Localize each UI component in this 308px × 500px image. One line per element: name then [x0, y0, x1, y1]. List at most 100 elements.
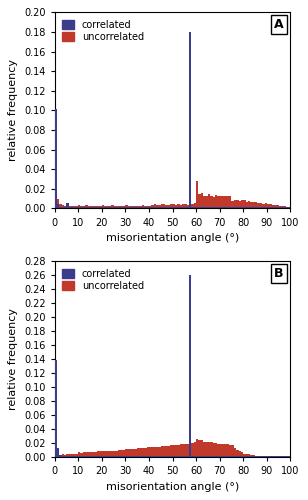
Bar: [130, 448, 132, 457]
Bar: [189, 438, 191, 457]
Bar: [170, 456, 172, 457]
Bar: [187, 456, 189, 457]
Bar: [208, 456, 210, 457]
Bar: [272, 456, 274, 457]
Bar: [248, 200, 250, 208]
Bar: [170, 445, 172, 457]
Bar: [64, 456, 66, 457]
Bar: [281, 206, 283, 208]
X-axis label: misorientation angle (°): misorientation angle (°): [106, 233, 239, 243]
Bar: [222, 456, 225, 457]
Bar: [111, 451, 114, 457]
Bar: [168, 456, 170, 457]
Bar: [168, 204, 170, 208]
Bar: [243, 454, 246, 457]
Bar: [125, 204, 128, 208]
Bar: [262, 456, 265, 457]
Bar: [281, 456, 283, 457]
Bar: [286, 206, 288, 208]
Bar: [276, 456, 279, 457]
Bar: [213, 443, 215, 457]
Bar: [158, 456, 161, 457]
Bar: [142, 448, 144, 457]
Bar: [66, 456, 69, 457]
Bar: [147, 448, 149, 457]
Legend: correlated, uncorrelated: correlated, uncorrelated: [59, 17, 147, 45]
Bar: [123, 450, 125, 457]
Bar: [102, 204, 104, 208]
Bar: [128, 206, 130, 208]
Bar: [64, 206, 66, 208]
Bar: [158, 446, 161, 457]
Bar: [59, 204, 62, 208]
Bar: [97, 206, 99, 208]
Bar: [260, 456, 262, 457]
Bar: [121, 450, 123, 457]
Bar: [111, 456, 114, 457]
Bar: [246, 202, 248, 208]
Bar: [140, 456, 142, 457]
Bar: [241, 456, 243, 457]
Bar: [163, 456, 165, 457]
Bar: [220, 444, 222, 457]
Bar: [114, 451, 116, 457]
Bar: [187, 444, 189, 457]
Bar: [114, 456, 116, 457]
Bar: [208, 442, 210, 457]
Bar: [210, 456, 213, 457]
Bar: [144, 448, 147, 457]
Bar: [71, 456, 73, 457]
Bar: [191, 456, 194, 457]
Bar: [180, 204, 182, 208]
Bar: [279, 456, 281, 457]
Bar: [208, 194, 210, 208]
Bar: [189, 275, 191, 457]
Bar: [104, 456, 107, 457]
Bar: [92, 456, 95, 457]
Bar: [177, 204, 180, 208]
Bar: [177, 456, 180, 457]
Bar: [78, 452, 80, 457]
Bar: [80, 206, 83, 208]
Bar: [267, 456, 269, 457]
Bar: [137, 206, 140, 208]
Bar: [210, 442, 213, 457]
Bar: [97, 456, 99, 457]
Bar: [234, 200, 236, 208]
Bar: [85, 452, 87, 457]
Bar: [99, 456, 102, 457]
Bar: [239, 452, 241, 457]
Text: A: A: [274, 18, 283, 31]
Bar: [85, 456, 87, 457]
Bar: [158, 204, 161, 208]
Bar: [253, 455, 255, 457]
Bar: [236, 450, 239, 457]
Bar: [130, 456, 132, 457]
Bar: [236, 200, 239, 208]
X-axis label: misorientation angle (°): misorientation angle (°): [106, 482, 239, 492]
Bar: [121, 456, 123, 457]
Bar: [248, 454, 250, 457]
Bar: [170, 204, 172, 208]
Bar: [194, 456, 196, 457]
Bar: [175, 204, 177, 208]
Bar: [184, 204, 187, 208]
Bar: [55, 454, 57, 457]
Bar: [102, 452, 104, 457]
Bar: [222, 196, 225, 208]
Bar: [182, 444, 184, 457]
Bar: [194, 442, 196, 457]
Bar: [201, 456, 203, 457]
Bar: [283, 206, 286, 208]
Bar: [90, 206, 92, 208]
Bar: [165, 446, 168, 457]
Bar: [227, 444, 229, 457]
Bar: [71, 454, 73, 457]
Bar: [196, 456, 198, 457]
Bar: [225, 456, 227, 457]
Bar: [210, 196, 213, 208]
Bar: [229, 445, 232, 457]
Bar: [286, 456, 288, 457]
Bar: [121, 206, 123, 208]
Bar: [132, 456, 135, 457]
